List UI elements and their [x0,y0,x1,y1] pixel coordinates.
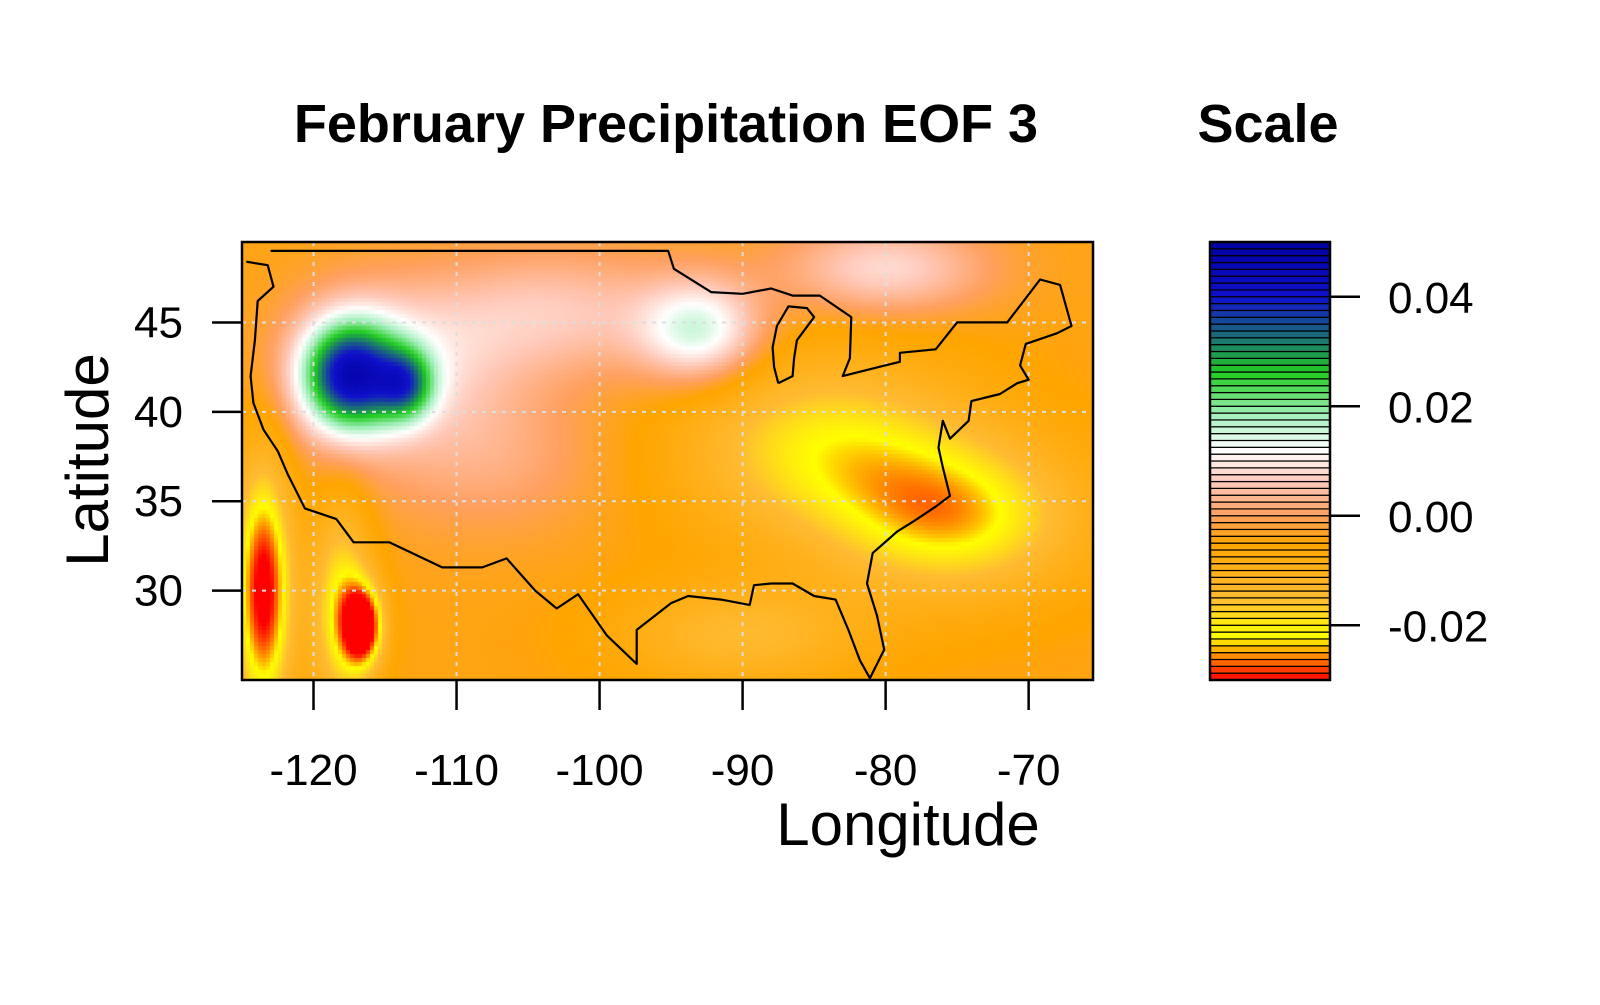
colorbar-band [1209,350,1331,359]
colorbar-band [1209,302,1331,312]
colorbar-band [1209,419,1331,428]
lake-michigan-outline [771,305,816,385]
colorbar-band [1209,583,1331,592]
x-tick-label: -90 [711,746,775,795]
colorbar-tick-label: 0.04 [1388,274,1474,323]
colorbar-band [1209,460,1331,469]
colorbar-title: Scale [1197,94,1338,154]
colorbar-band [1209,487,1331,496]
colorbar: 0.04 0.02 0.00 -0.02 [1208,240,1488,682]
colorbar-band [1209,542,1331,551]
x-tick-label: -80 [854,746,918,795]
heatmap-field [242,242,1093,680]
x-tick-label: -100 [556,746,644,795]
plot-frame [240,240,1095,682]
colorbar-band [1209,439,1331,448]
colorbar-band [1209,658,1331,667]
colorbar-band [1209,610,1331,619]
colorbar-band [1209,563,1331,572]
colorbar-band [1209,289,1331,298]
x-axis-label: Longitude [776,791,1040,858]
colorbar-tick-label: -0.02 [1388,602,1488,651]
colorbar-band [1209,480,1331,489]
colorbar-band [1209,590,1331,599]
colorbar-band [1209,316,1331,325]
chart-title: February Precipitation EOF 3 [294,94,1038,154]
colorbar-band [1209,398,1331,407]
colorbar-band [1209,405,1331,414]
colorbar-band [1209,337,1331,346]
colorbar-band [1209,296,1331,305]
colorbar-band [1209,378,1331,387]
colorbar-band [1209,528,1331,537]
colorbar-band [1209,323,1331,332]
colorbar-band [1209,364,1331,373]
y-tick-label: 35 [134,477,183,526]
colorbar-band [1209,344,1331,353]
x-tick-label: -70 [997,746,1061,795]
colorbar-band [1209,617,1331,626]
colorbar-band [1209,309,1331,318]
colorbar-band [1209,604,1331,613]
colorbar-band [1209,652,1331,661]
colorbar-band [1209,624,1331,633]
colorbar-band [1209,631,1331,640]
colorbar-band [1209,282,1331,291]
colorbar-band [1209,268,1331,277]
colorbar-band [1209,248,1331,257]
colorbar-band [1209,261,1331,270]
colorbar-band [1209,597,1331,606]
x-tick-label: -110 [414,746,499,795]
colorbar-band [1209,371,1331,380]
colorbar-band [1209,556,1331,565]
colorbar-band [1209,255,1331,264]
y-tick-label: 45 [134,298,183,347]
colorbar-band [1209,357,1331,366]
colorbar-band [1209,535,1331,544]
colorbar-tick-label: 0.00 [1388,493,1474,542]
colorbar-band [1209,576,1331,585]
colorbar-tick-label: 0.02 [1388,383,1474,432]
colorbar-band [1209,275,1331,284]
colorbar-band [1209,508,1331,517]
colorbar-band [1209,638,1331,647]
map-plot-area: -120 -110 -100 -90 -80 -70 30 35 40 45 [134,240,1095,795]
colorbar-band [1209,515,1331,524]
colorbar-frame [1208,240,1332,682]
us-outline [246,249,1073,680]
x-tick-label: -120 [269,746,357,795]
y-tick-label: 40 [134,388,183,437]
colorbar-band [1209,433,1331,442]
colorbar-band [1209,501,1331,510]
colorbar-band [1209,665,1331,674]
colorbar-band [1209,453,1331,462]
colorbar-band [1209,391,1331,400]
y-axis-label: Latitude [54,353,121,567]
colorbar-band [1209,330,1331,339]
colorbar-band [1209,446,1331,455]
colorbar-band [1209,569,1331,578]
colorbar-band [1209,385,1331,394]
y-tick-label: 30 [134,567,183,616]
colorbar-band [1209,645,1331,654]
colorbar-band [1209,467,1331,476]
colorbar-band [1209,412,1331,421]
colorbar-band [1209,521,1331,531]
colorbar-band [1209,426,1331,435]
colorbar-band [1209,474,1331,483]
colorbar-band [1209,494,1331,503]
grid-lines [242,242,1093,680]
colorbar-band [1209,549,1331,558]
